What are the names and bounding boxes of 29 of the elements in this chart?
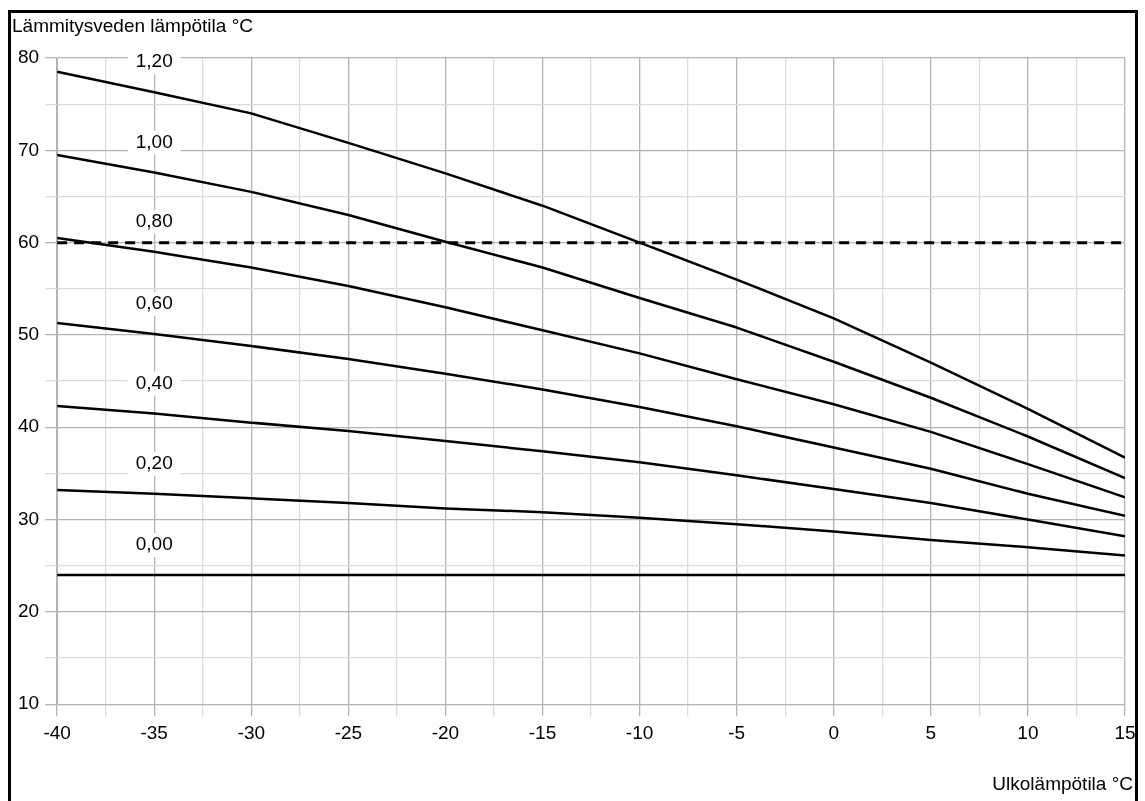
x-tick-label: -30 bbox=[237, 721, 266, 743]
x-tick-label: 0 bbox=[828, 721, 840, 743]
series-label: 1,20 bbox=[135, 50, 173, 72]
series-label: 0,60 bbox=[135, 292, 173, 314]
series-label: 0,40 bbox=[135, 371, 173, 393]
x-tick-label: -40 bbox=[43, 721, 71, 743]
y-tick-label: 60 bbox=[17, 230, 40, 252]
x-tick-label: -5 bbox=[728, 721, 746, 743]
x-tick-label: -15 bbox=[528, 721, 557, 743]
y-tick-label: 30 bbox=[17, 507, 40, 529]
y-tick-label: 80 bbox=[17, 46, 40, 68]
series-label: 1,00 bbox=[135, 130, 173, 152]
x-tick-label: 15 bbox=[1114, 721, 1136, 743]
y-tick-label: 70 bbox=[17, 138, 40, 160]
y-tick-label: 40 bbox=[17, 415, 40, 437]
y-tick-label: 50 bbox=[17, 323, 40, 345]
x-tick-label: 5 bbox=[925, 721, 937, 743]
series-label: 0,00 bbox=[135, 533, 173, 555]
series-label: 0,20 bbox=[135, 451, 173, 473]
y-axis-title: Lämmitysveden lämpötila °C bbox=[12, 15, 253, 37]
x-tick-label: -25 bbox=[334, 721, 363, 743]
x-tick-label: 10 bbox=[1017, 721, 1039, 743]
y-tick-label: 20 bbox=[17, 600, 40, 622]
x-tick-label: -10 bbox=[625, 721, 654, 743]
series-label: 0,80 bbox=[135, 210, 173, 232]
x-axis-title: Ulkolämpötila °C bbox=[992, 773, 1133, 795]
x-tick-label: -35 bbox=[140, 721, 168, 743]
x-tick-label: -20 bbox=[431, 721, 460, 743]
y-tick-label: 10 bbox=[17, 692, 40, 714]
